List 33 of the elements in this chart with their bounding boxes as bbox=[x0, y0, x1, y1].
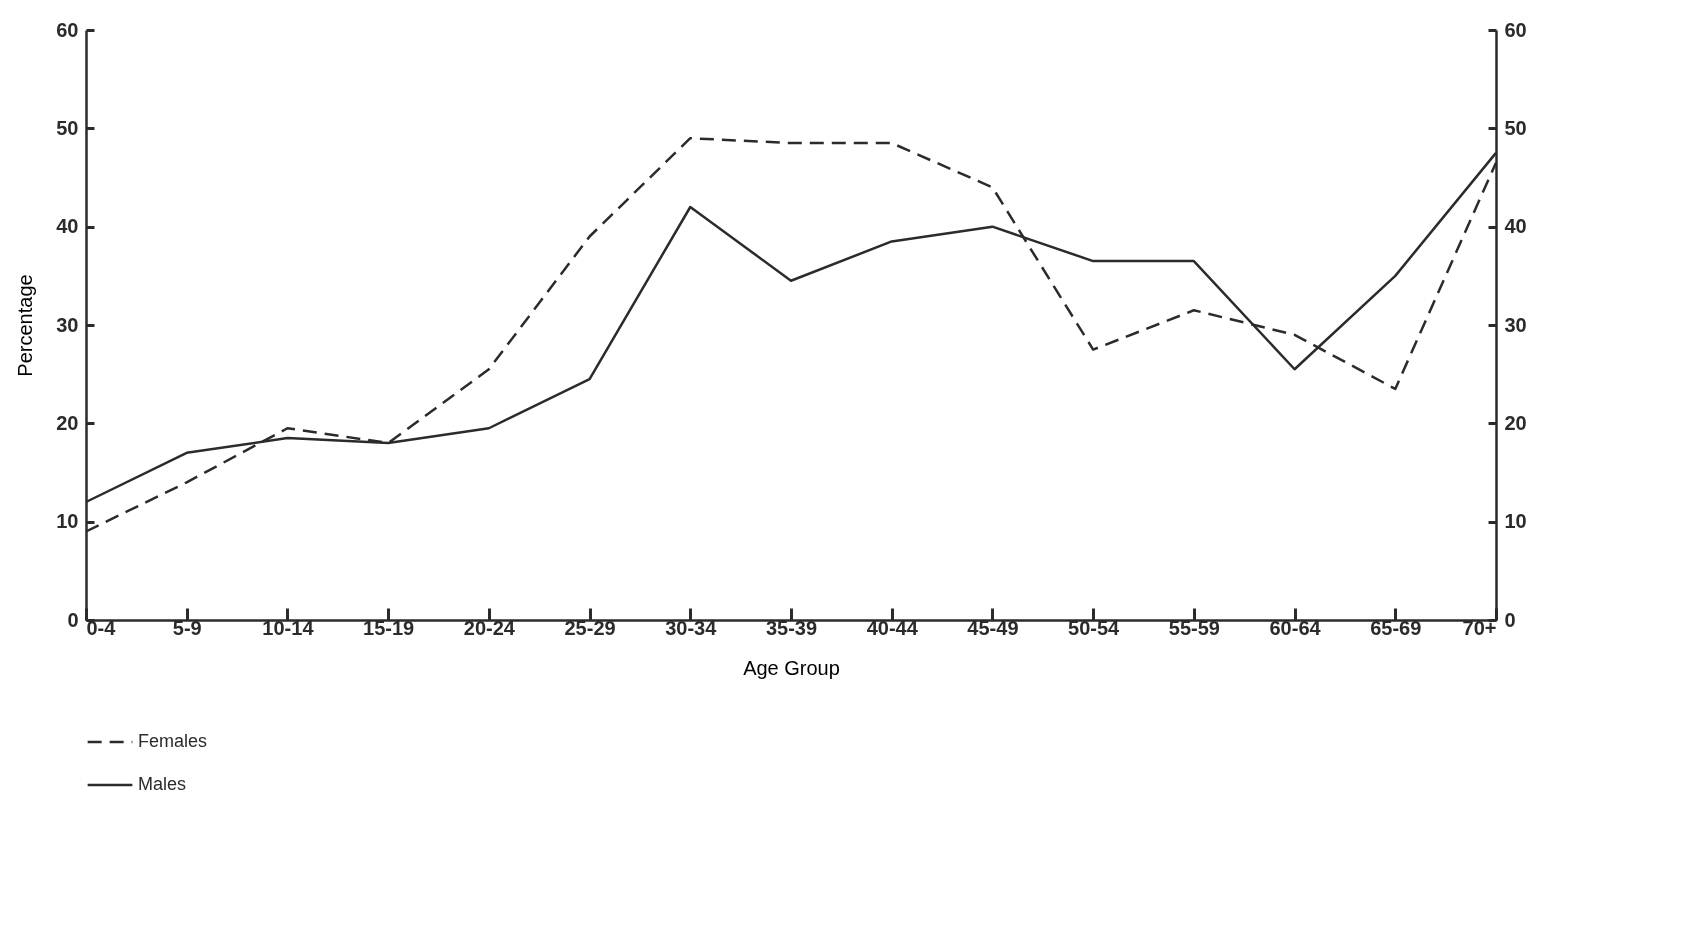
x-axis-title: Age Group bbox=[743, 656, 840, 679]
y2-tick-label: 30 bbox=[1504, 313, 1527, 336]
x-tick-label: 55-59 bbox=[1168, 616, 1220, 639]
x-tick-label: 60-64 bbox=[1269, 616, 1322, 639]
y-tick-label: 50 bbox=[56, 116, 79, 139]
x-tick-label: 45-49 bbox=[967, 616, 1019, 639]
legend-label: Females bbox=[138, 731, 208, 751]
x-tick-label: 15-19 bbox=[363, 616, 415, 639]
y-axis-title: Percentage bbox=[14, 274, 37, 377]
x-tick-label: 40-44 bbox=[866, 616, 919, 639]
x-tick-label: 10-14 bbox=[262, 616, 315, 639]
y-tick-label: 60 bbox=[56, 18, 79, 41]
y-tick-label: 0 bbox=[67, 608, 79, 631]
x-tick-label: 35-39 bbox=[765, 616, 818, 639]
y-tick-label: 30 bbox=[56, 313, 79, 336]
y2-tick-label: 0 bbox=[1504, 608, 1516, 631]
x-tick-label: 65-69 bbox=[1370, 616, 1422, 639]
x-tick-label: 5-9 bbox=[172, 616, 202, 639]
y2-tick-label: 20 bbox=[1504, 411, 1527, 434]
y2-tick-label: 10 bbox=[1504, 510, 1527, 533]
y-tick-label: 40 bbox=[56, 215, 79, 238]
y-tick-label: 10 bbox=[56, 510, 79, 533]
legend-label: Males bbox=[138, 774, 187, 794]
x-tick-label: 0-4 bbox=[86, 616, 117, 639]
x-tick-label: 25-29 bbox=[564, 616, 616, 639]
y-tick-label: 20 bbox=[56, 411, 79, 434]
x-tick-label: 70+ bbox=[1462, 616, 1497, 639]
y2-tick-label: 60 bbox=[1504, 18, 1527, 41]
y2-tick-label: 50 bbox=[1504, 116, 1527, 139]
y2-tick-label: 40 bbox=[1504, 215, 1527, 238]
x-tick-label: 30-34 bbox=[665, 616, 718, 639]
x-tick-label: 20-24 bbox=[463, 616, 516, 639]
x-tick-label: 50-54 bbox=[1068, 616, 1121, 639]
